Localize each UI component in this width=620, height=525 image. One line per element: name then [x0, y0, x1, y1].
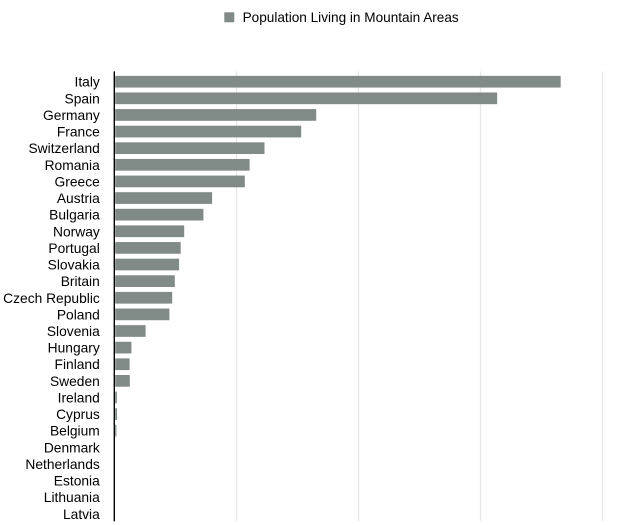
svg-text:Germany: Germany — [43, 108, 100, 123]
svg-text:Greece: Greece — [55, 174, 101, 189]
svg-text:Lithuania: Lithuania — [44, 490, 100, 505]
svg-text:Norway: Norway — [53, 224, 100, 239]
svg-text:Latvia: Latvia — [63, 507, 100, 522]
svg-text:Spain: Spain — [65, 91, 100, 106]
svg-text:Finland: Finland — [55, 357, 100, 372]
svg-text:France: France — [57, 125, 100, 140]
svg-text:Slovenia: Slovenia — [47, 324, 100, 339]
svg-text:Belgium: Belgium — [50, 424, 100, 439]
svg-text:Bulgaria: Bulgaria — [49, 208, 100, 223]
svg-text:Sweden: Sweden — [50, 374, 100, 389]
svg-text:Czech Republic: Czech Republic — [3, 291, 100, 306]
svg-text:Ireland: Ireland — [58, 390, 100, 405]
svg-text:Switzerland: Switzerland — [28, 141, 99, 156]
svg-text:Estonia: Estonia — [54, 474, 100, 489]
svg-text:Italy: Italy — [74, 75, 99, 90]
svg-text:Netherlands: Netherlands — [25, 457, 99, 472]
svg-text:Cyprus: Cyprus — [56, 407, 100, 422]
svg-text:Denmark: Denmark — [44, 440, 100, 455]
svg-text:Population Living in Mountain: Population Living in Mountain Areas — [243, 10, 459, 25]
svg-text:Slovakia: Slovakia — [48, 258, 100, 273]
svg-text:Romania: Romania — [45, 158, 101, 173]
svg-text:Portugal: Portugal — [48, 241, 99, 256]
svg-text:Hungary: Hungary — [48, 341, 100, 356]
svg-text:Britain: Britain — [61, 274, 100, 289]
svg-text:Austria: Austria — [57, 191, 100, 206]
svg-text:Poland: Poland — [57, 307, 100, 322]
